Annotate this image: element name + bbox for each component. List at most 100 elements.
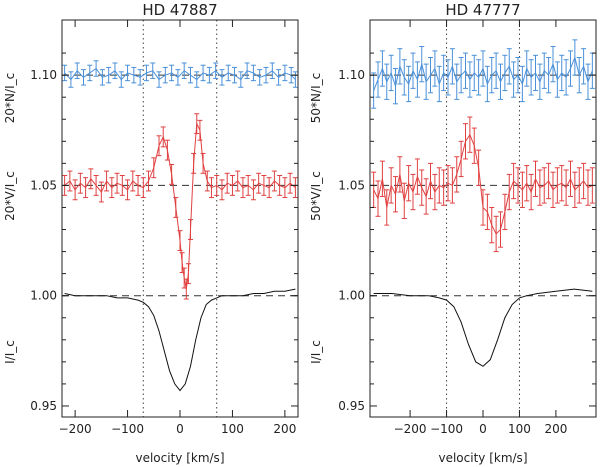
- error-bar: [135, 174, 141, 196]
- error-bar: [187, 66, 193, 84]
- error-bar: [261, 174, 267, 196]
- error-bar: [125, 179, 131, 201]
- error-bar: [406, 65, 412, 103]
- error-bar: [432, 50, 438, 87]
- error-bar: [449, 167, 455, 204]
- x-tick-label: 0: [176, 422, 184, 436]
- error-bar: [467, 61, 473, 98]
- error-bar: [393, 176, 399, 213]
- error-bar: [224, 172, 230, 194]
- error-bar: [156, 135, 162, 157]
- error-bar: [276, 69, 282, 86]
- error-bar: [572, 171, 578, 208]
- error-bar: [502, 54, 508, 92]
- error-bar: [436, 65, 442, 103]
- error-bar: [519, 65, 525, 103]
- error-bar: [441, 169, 447, 206]
- error-bar: [245, 174, 251, 196]
- error-bar: [194, 71, 200, 88]
- error-bar: [550, 171, 556, 208]
- x-tick-label: −200: [59, 422, 92, 436]
- error-bar: [567, 50, 573, 87]
- series-I: [373, 288, 593, 367]
- error-bar: [219, 69, 225, 86]
- error-bar: [401, 182, 407, 219]
- error-bar: [194, 113, 200, 135]
- series-line-V: [64, 121, 296, 290]
- error-bar: [541, 52, 547, 89]
- error-bar: [219, 179, 225, 201]
- error-bar: [67, 170, 73, 192]
- error-bar: [266, 177, 272, 199]
- error-bar: [471, 54, 477, 92]
- error-bar: [74, 62, 80, 79]
- error-bar: [384, 63, 390, 100]
- chart-title: HD 47777: [445, 1, 520, 19]
- error-bar: [515, 56, 521, 94]
- x-axis-label: velocity [km/s]: [135, 451, 224, 465]
- y-axis-label: 50*N/I_c: [309, 73, 323, 123]
- error-bar: [106, 66, 112, 84]
- error-bar: [436, 167, 442, 204]
- error-bar: [546, 162, 552, 200]
- error-bar: [77, 172, 83, 194]
- error-bar: [532, 160, 538, 197]
- error-bar: [250, 179, 256, 201]
- error-bar: [112, 62, 118, 79]
- error-bar: [282, 64, 288, 82]
- error-bar: [151, 157, 157, 179]
- error-bar: [559, 54, 565, 92]
- error-bar: [541, 167, 547, 204]
- error-bar: [519, 171, 525, 208]
- y-axis-label: 20*V/I_c: [3, 171, 17, 221]
- error-bar: [497, 211, 503, 248]
- y-tick-label: 1.10: [30, 68, 57, 82]
- error-bar: [563, 169, 569, 206]
- panel-1: HD 47887 −200 −100 0 100 200 0.95 1.00 1.05 1.10 v…: [3, 1, 299, 465]
- error-bar: [537, 169, 543, 206]
- error-bar: [185, 263, 191, 285]
- error-bar: [537, 63, 543, 100]
- error-bar: [197, 119, 203, 141]
- error-bar: [410, 52, 416, 89]
- error-bar: [414, 61, 420, 98]
- error-bar: [62, 64, 68, 82]
- error-bar: [480, 50, 486, 87]
- error-bar: [257, 69, 263, 86]
- error-bar: [292, 71, 298, 88]
- error-bar: [375, 61, 381, 98]
- error-bar: [206, 66, 212, 84]
- error-bar: [181, 62, 187, 79]
- error-bar: [87, 64, 93, 82]
- error-bar: [93, 60, 99, 77]
- error-bar: [423, 63, 429, 100]
- error-bar: [511, 162, 517, 200]
- error-bar: [256, 172, 262, 194]
- error-bar: [114, 172, 120, 194]
- error-bar: [414, 158, 420, 195]
- error-bar: [532, 54, 538, 92]
- error-bar: [393, 68, 399, 105]
- error-bar: [397, 156, 403, 193]
- panel-2: HD 47777 −200 −100 0 100 200 0.95 1.00 1.05 1.10 v…: [309, 1, 597, 465]
- error-bar: [214, 174, 220, 196]
- error-bar: [169, 163, 175, 185]
- error-bar: [187, 219, 193, 240]
- error-bar: [467, 116, 473, 153]
- x-tick-label: 100: [508, 422, 531, 436]
- error-bar: [445, 165, 451, 202]
- error-bar: [454, 63, 460, 100]
- y-tick-label: 0.95: [30, 399, 57, 413]
- error-bar: [200, 152, 206, 174]
- error-bar: [428, 56, 434, 94]
- error-bar: [581, 48, 587, 85]
- error-bar: [585, 169, 591, 206]
- error-bar: [463, 52, 469, 89]
- error-bar: [419, 45, 425, 83]
- error-bar: [81, 69, 87, 86]
- error-bar: [99, 69, 105, 86]
- error-bar: [428, 162, 434, 200]
- error-bar: [191, 152, 197, 174]
- error-bar: [238, 71, 244, 88]
- error-bar: [263, 66, 269, 84]
